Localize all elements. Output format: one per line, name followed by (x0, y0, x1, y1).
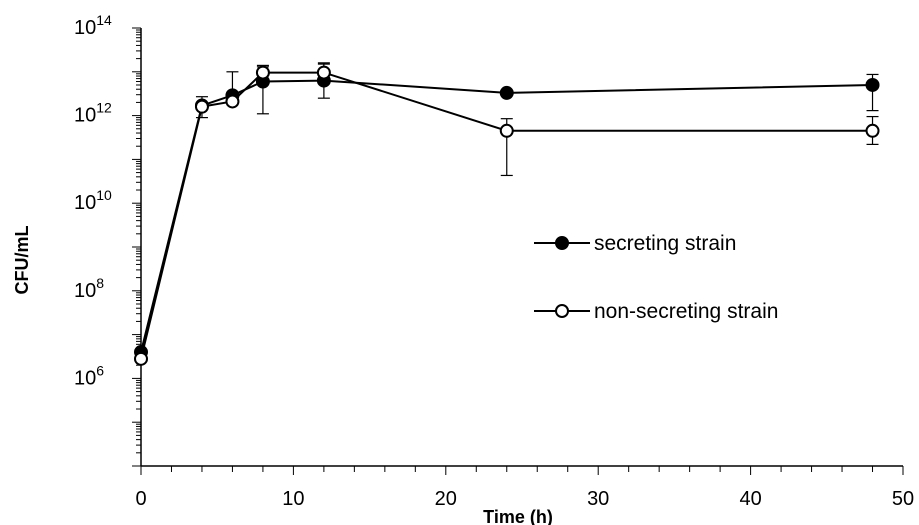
y-axis-title: CFU/mL (12, 226, 32, 295)
y-tick-label: 1014 (74, 12, 112, 39)
data-point (255, 65, 270, 80)
legend-marker (555, 304, 569, 318)
x-tick-label: 20 (435, 488, 457, 510)
x-axis-title: Time (h) (483, 507, 553, 525)
y-tick-label: 1012 (74, 100, 112, 127)
legend-marker (555, 236, 569, 250)
x-tick-label: 40 (739, 488, 761, 510)
data-point (499, 85, 514, 100)
y-tick-label: 1010 (74, 187, 112, 214)
series-layer (134, 62, 880, 366)
data-point (865, 77, 880, 92)
legend-label: non-secreting strain (594, 300, 778, 323)
x-tick-label: 0 (135, 488, 146, 510)
series-non-secreting (134, 62, 880, 366)
y-tick-label: 108 (74, 275, 104, 302)
data-point (225, 94, 240, 109)
x-tick-label: 50 (892, 488, 914, 510)
ticks (132, 27, 904, 475)
legend-label: secreting strain (594, 232, 736, 255)
data-point (134, 351, 148, 366)
legend: secreting strain non-secreting strain (534, 232, 778, 323)
data-point (316, 65, 331, 80)
x-tick-label: 10 (282, 488, 304, 510)
y-tick-label: 106 (74, 362, 104, 389)
tick-labels: 106 108 1010 1012 1014 0 10 20 30 40 50 (74, 12, 914, 510)
data-point (865, 123, 880, 138)
data-point (194, 99, 209, 114)
data-point (499, 123, 514, 138)
x-tick-label: 30 (587, 488, 609, 510)
